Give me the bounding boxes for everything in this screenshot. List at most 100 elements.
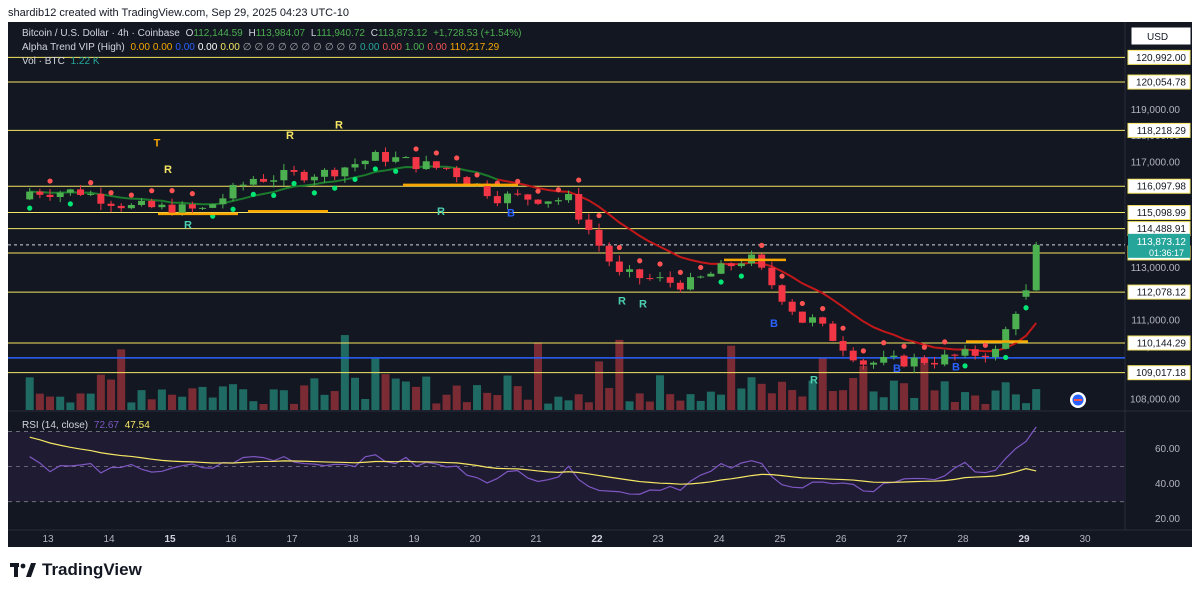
volume-bar (534, 342, 543, 410)
volume-bar (391, 378, 400, 410)
volume-bar (310, 378, 319, 410)
volume-bar (584, 402, 593, 410)
candle-body (280, 170, 288, 181)
volume-bar (452, 385, 461, 410)
volume-bar (198, 386, 207, 410)
chart-svg[interactable]: TRRRRRBRRBRBB119,000.00118,000.00117,000… (8, 22, 1192, 547)
candle-body (199, 207, 207, 209)
candle-body (270, 180, 278, 182)
indicator-value: ∅ (254, 42, 264, 53)
volume-bar (25, 377, 34, 410)
volume-bar (249, 401, 258, 410)
trailing-dot (1023, 305, 1029, 311)
candle-body (707, 273, 715, 277)
candle-body (351, 164, 359, 168)
volume-label[interactable]: Vol · BTC (22, 56, 65, 67)
high-value: 113,984.07 (255, 28, 306, 39)
indicator-value: ∅ (348, 42, 357, 53)
candle-body (788, 301, 796, 312)
volume-bar (869, 391, 878, 410)
indicator-value: 0.00 (197, 42, 218, 53)
symbol-label[interactable]: Bitcoin / U.S. Dollar · 4h · Coinbase (22, 28, 180, 39)
volume-bar (798, 396, 807, 410)
signal-label: B (893, 363, 901, 375)
rsi-ma-line (29, 436, 1037, 485)
rsi-label[interactable]: RSI (14, close) (22, 420, 89, 431)
trailing-dot (454, 155, 460, 161)
indicator-values: 0.00 0.00 0.00 0.00 0.00 ∅ ∅ ∅ ∅ ∅ ∅ ∅ ∅ ∅ ∅ 0.00 0.00 1.… (130, 42, 502, 53)
volume-bar (46, 396, 55, 410)
price-axis-tick: 108,000.00 (1130, 394, 1180, 405)
volume-bar (727, 345, 736, 410)
currency-box[interactable] (1131, 27, 1191, 45)
candle-body (36, 191, 44, 195)
candle-body (920, 357, 928, 363)
trailing-dot (942, 339, 948, 345)
indicator-value: ∅ (277, 42, 287, 53)
trailing-dot (921, 344, 927, 350)
level-price-label: 110,144.29 (1137, 339, 1187, 350)
tradingview-logo[interactable]: TradingView (10, 560, 142, 580)
volume-bar (259, 403, 268, 410)
candle-body (687, 277, 695, 290)
volume-bar (839, 390, 848, 410)
rsi-axis-tick: 60.00 (1155, 444, 1180, 455)
time-axis-tick: 13 (42, 534, 54, 545)
price-axis-tick: 113,000.00 (1131, 263, 1181, 274)
volume-bar (554, 396, 563, 410)
volume-bar (676, 400, 685, 410)
volume-bar (645, 401, 654, 410)
trailing-dot (413, 146, 419, 152)
time-axis-tick: 18 (347, 534, 359, 545)
trailing-dot (820, 306, 826, 312)
volume-bar (381, 374, 390, 410)
volume-bar (513, 386, 522, 410)
trailing-dot (128, 192, 134, 198)
candle-body (829, 323, 837, 341)
trailing-dot (27, 205, 33, 211)
currency-label[interactable]: USD (1147, 32, 1168, 43)
trailing-dot (372, 166, 378, 172)
rsi-ma-value: 47.54 (124, 420, 150, 431)
volume-bar (351, 377, 360, 410)
candle-body (615, 261, 623, 272)
candle-body (1022, 290, 1030, 297)
trailing-dot (311, 190, 317, 196)
candle-body (382, 152, 390, 162)
volume-bar (290, 403, 299, 410)
volume-bar (910, 397, 919, 410)
chart-frame[interactable]: TRRRRRBRRBRBB119,000.00118,000.00117,000… (8, 22, 1192, 547)
signal-label: B (507, 207, 515, 219)
volume-bar (778, 381, 787, 410)
candle-body (910, 357, 918, 367)
volume-bar (300, 385, 309, 410)
open-label: O (185, 28, 194, 39)
trailing-dot (393, 168, 399, 174)
candle-body (992, 348, 1000, 358)
candle-body (87, 193, 95, 195)
trailing-dot (169, 188, 175, 194)
volume-bar (940, 381, 949, 410)
trailing-dot (901, 343, 907, 349)
signal-label: R (335, 119, 343, 131)
volume-bar (564, 400, 573, 410)
candle-body (443, 167, 451, 169)
volume-bar (971, 395, 980, 410)
candle-body (727, 263, 735, 267)
trailing-dot (840, 325, 846, 331)
signal-label: R (286, 130, 294, 142)
time-axis-tick: 24 (713, 534, 725, 545)
volume-bar (1022, 403, 1031, 410)
volume-bar (442, 394, 451, 410)
volume-bar (686, 394, 695, 410)
indicator-name[interactable]: Alpha Trend VIP (High) (22, 42, 125, 53)
volume-bar (828, 391, 837, 410)
time-axis-tick: 19 (408, 534, 420, 545)
volume-bar (757, 383, 766, 410)
candle-body (717, 263, 725, 274)
volume-bar (279, 390, 288, 410)
high-label: H (248, 28, 256, 39)
candle-body (209, 204, 217, 208)
volume-bar (218, 386, 227, 410)
candle-body (646, 278, 654, 280)
